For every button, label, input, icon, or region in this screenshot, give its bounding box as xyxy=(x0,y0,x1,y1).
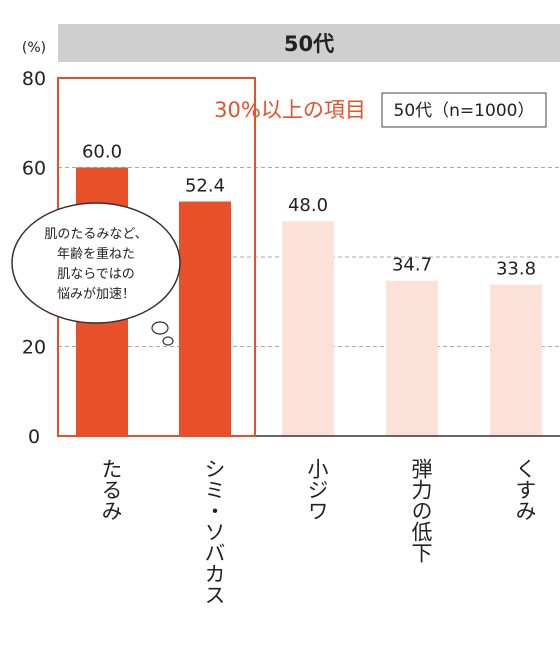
legend-label: 50代（n=1000） xyxy=(394,101,535,121)
category-label: たるみ xyxy=(99,458,123,521)
category-label: くすみ xyxy=(513,458,537,521)
callout-dot-small xyxy=(162,336,174,346)
callout-line: 年齢を重ねた xyxy=(57,246,135,262)
category-label: シミ・ソバカス xyxy=(202,458,226,605)
highlight-caption: 30%以上の項目 xyxy=(214,98,366,122)
y-tick-label: 0 xyxy=(28,426,40,448)
category-label: 弾力の低下 xyxy=(409,458,433,563)
callout-cloud xyxy=(11,202,181,324)
y-tick-label: 60 xyxy=(22,158,46,180)
callout-bubble: 肌のたるみなど、 年齢を重ねた 肌ならではの 悩みが加速！ xyxy=(11,202,181,346)
bar xyxy=(179,201,231,436)
bar xyxy=(386,280,438,436)
bar xyxy=(490,284,542,436)
callout-line: 肌ならではの xyxy=(57,267,135,282)
y-tick-label: 80 xyxy=(22,68,46,90)
value-labels: 60.0 52.4 48.0 34.7 33.8 xyxy=(82,142,536,280)
value-label: 48.0 xyxy=(288,195,328,216)
category-label: 小ジワ xyxy=(305,458,329,521)
y-axis-ticks: 80 60 20 0 xyxy=(22,68,46,448)
value-label: 60.0 xyxy=(82,142,122,163)
value-label: 33.8 xyxy=(496,259,536,280)
callout-line: 肌のたるみなど、 xyxy=(44,227,147,242)
value-label: 34.7 xyxy=(392,255,432,276)
callout-dot-large xyxy=(151,321,169,335)
callout-line: 悩みが加速！ xyxy=(57,287,135,302)
legend-box xyxy=(381,92,547,128)
value-label: 52.4 xyxy=(185,176,225,197)
y-tick-label: 20 xyxy=(22,337,46,359)
y-axis-unit: (%) xyxy=(22,40,46,56)
chart-title: 50代 xyxy=(284,32,334,56)
bar xyxy=(282,221,334,436)
chart-header-band xyxy=(58,24,560,62)
